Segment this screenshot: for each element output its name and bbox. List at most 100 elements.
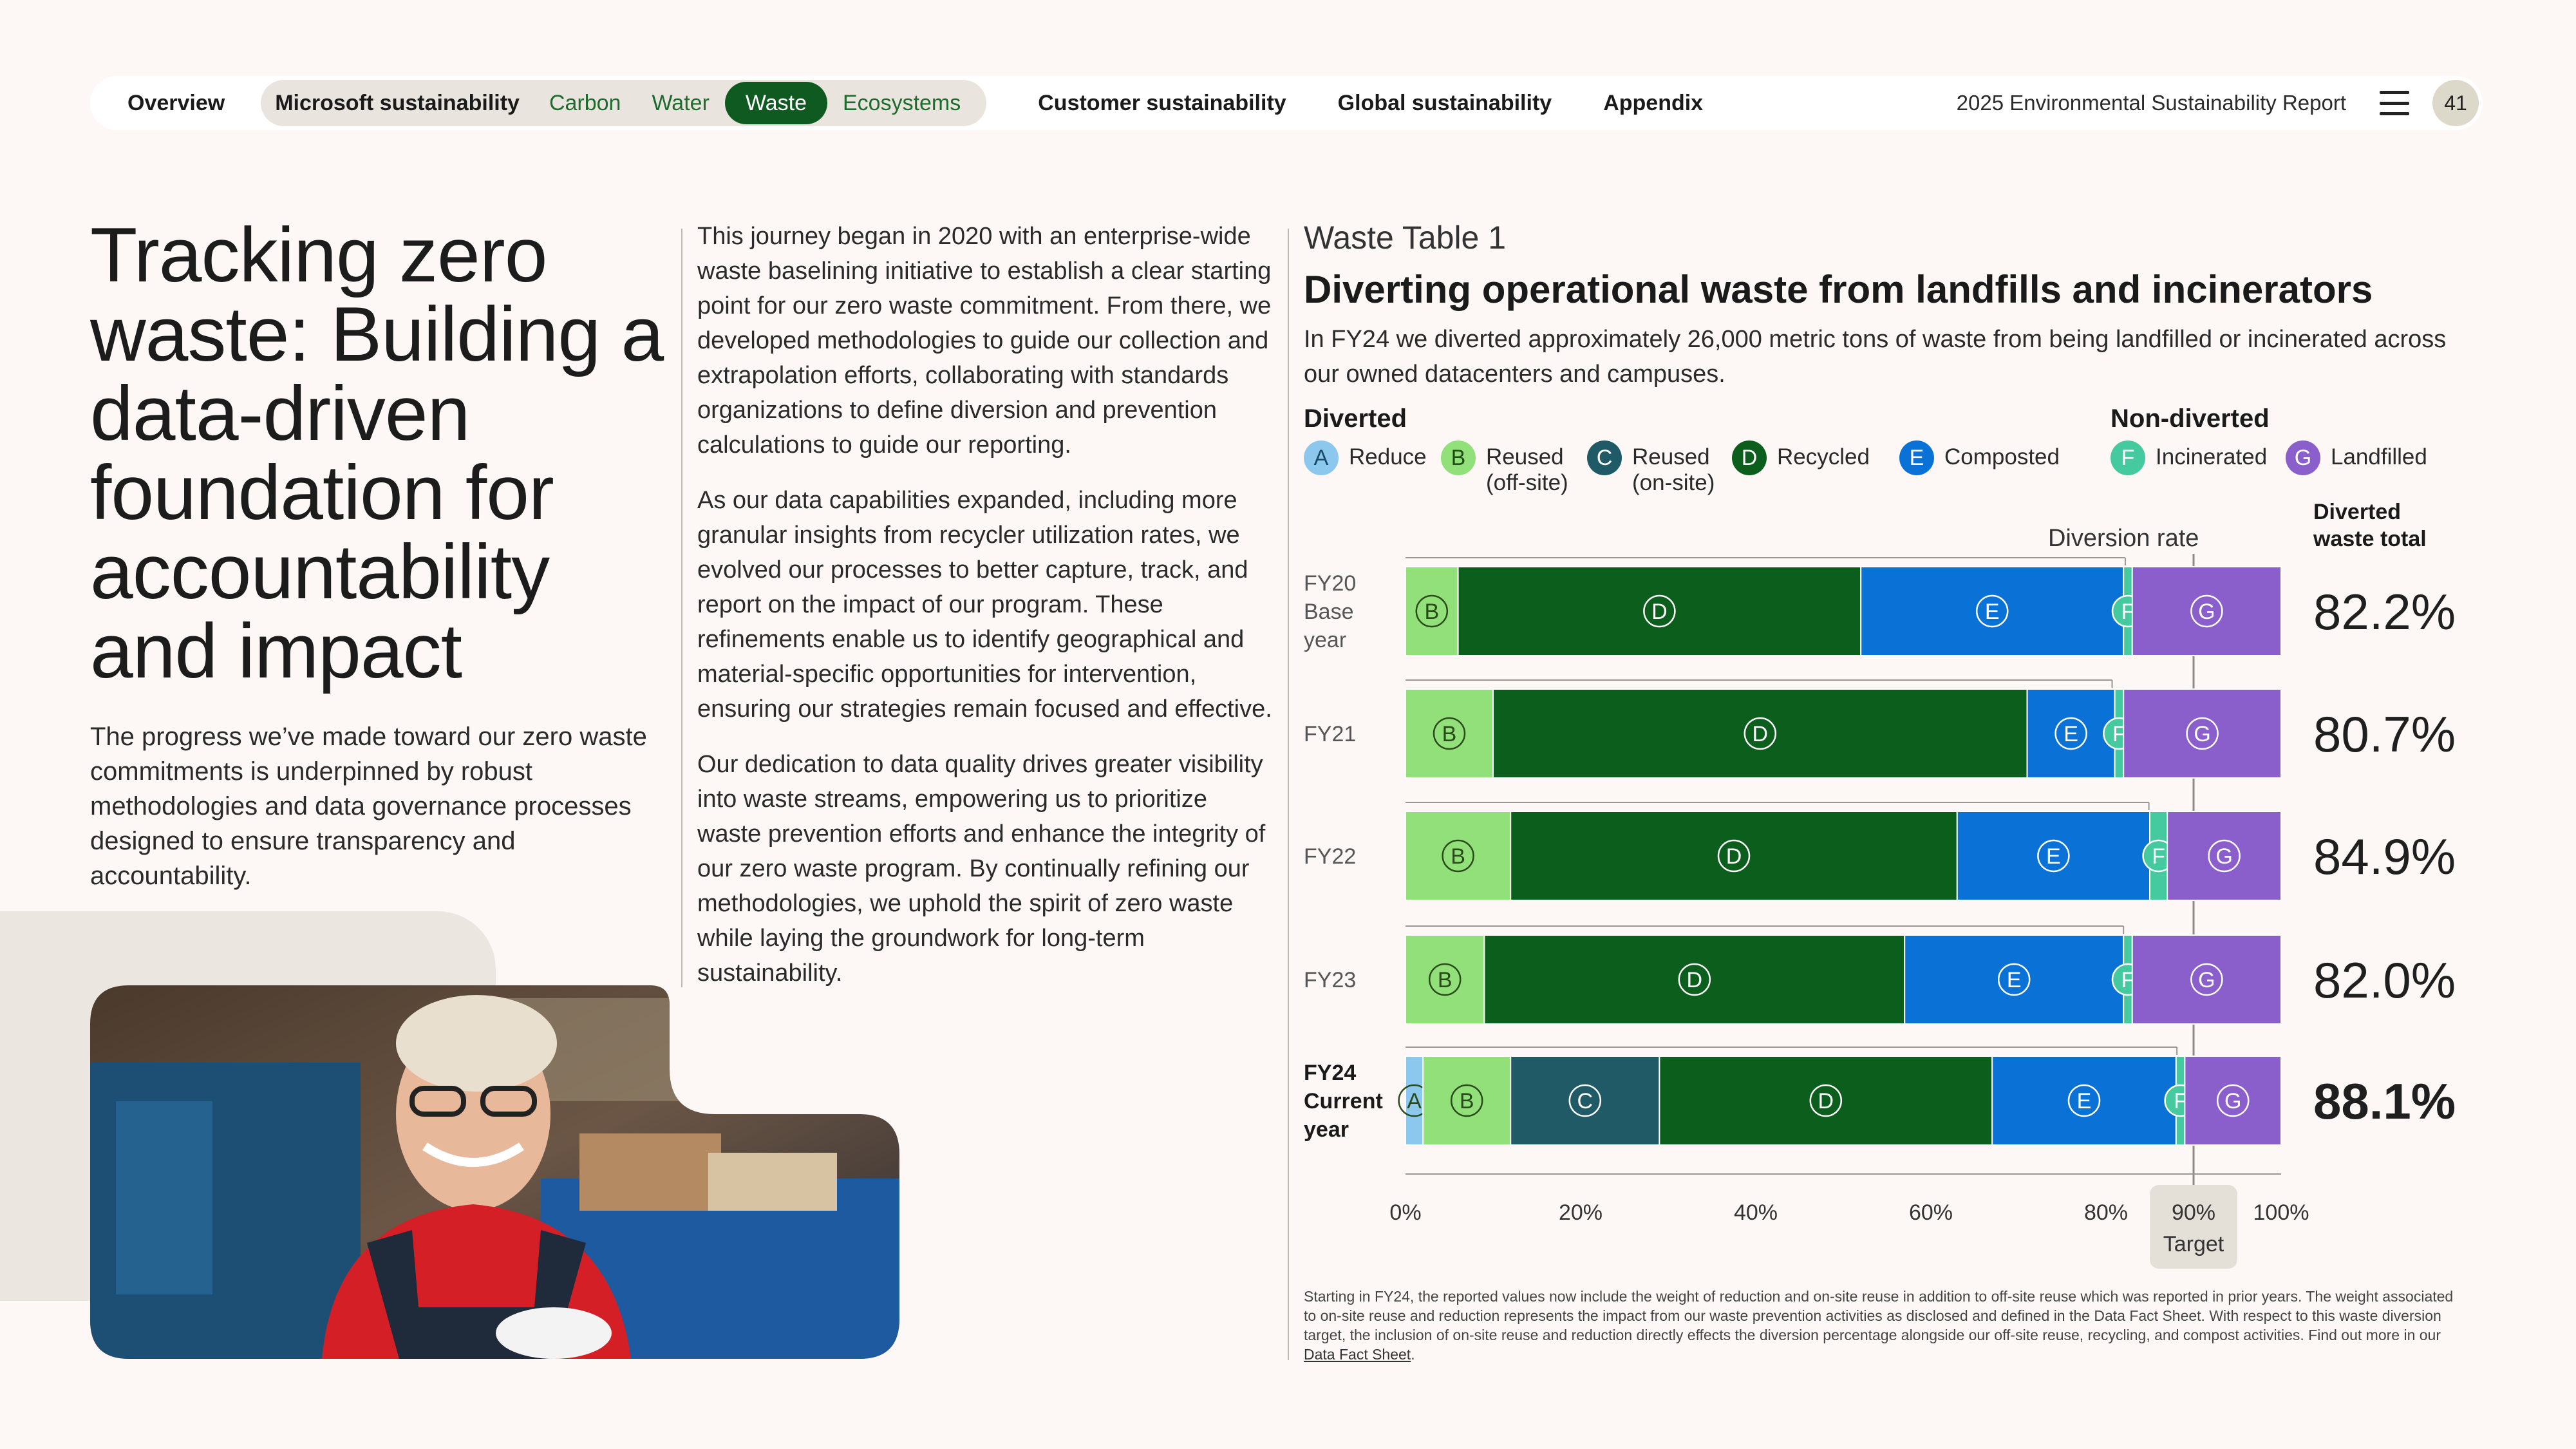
diverted-total-value: 84.9% [2313, 828, 2456, 885]
legend-label: Incinerated [2156, 444, 2268, 469]
segment-key-label: F [2121, 968, 2135, 992]
segment-key-circle [1744, 717, 1777, 750]
row-label: Current [1304, 1089, 1383, 1113]
row-label: Base [1304, 600, 1354, 624]
segment-key-circle [1428, 963, 1462, 996]
data-fact-sheet-link[interactable]: Data Fact Sheet [1304, 1346, 1411, 1363]
segment-key-circle [1442, 839, 1474, 873]
page-number-badge: 41 [2432, 80, 2479, 126]
nav-group-microsoft-sustainability: Microsoft sustainability Carbon Water Wa… [261, 80, 987, 126]
intro-paragraph: The progress we’ve made toward our zero … [90, 723, 647, 890]
legend-heading-non-diverted: Non-diverted [2111, 404, 2270, 433]
bar-segment-d [1659, 1056, 1993, 1146]
segment-key-label: B [1442, 722, 1457, 746]
segment-key-label: G [2194, 722, 2210, 746]
segment-key-label: G [2198, 968, 2215, 992]
segment-key-circle [2037, 839, 2070, 873]
segment-key-circle [1643, 594, 1676, 628]
nav-tab-waste[interactable]: Waste [724, 82, 827, 124]
legend-item-reduce: A Reduce [1304, 440, 1427, 475]
worker-photo [90, 985, 899, 1359]
column-divider-right [1288, 229, 1289, 1360]
segment-key-label: E [1985, 600, 2000, 624]
legend-item-reused: B Reused (off-site) [1441, 440, 1568, 496]
segment-key-label: D [1818, 1089, 1834, 1113]
segment-key-label: D [1651, 600, 1668, 624]
page-title: Tracking zero waste: Building a data-dri… [90, 212, 664, 694]
segment-key-circle [1678, 963, 1711, 996]
nav-tab-carbon[interactable]: Carbon [549, 90, 621, 115]
bar-segment-e [1904, 934, 2125, 1025]
diverted-total-value: 80.7% [2313, 706, 2456, 762]
legend-key-e: E [1899, 440, 1934, 475]
diverted-total-value: 82.2% [2313, 583, 2456, 640]
nav-tab-ecosystems[interactable]: Ecosystems [842, 90, 961, 115]
segment-key-circle [2190, 594, 2223, 628]
segment-key-label: E [2007, 968, 2022, 992]
segment-key-label: E [2046, 844, 2061, 869]
nav-appendix[interactable]: Appendix [1603, 90, 1704, 115]
nav-tab-water[interactable]: Water [652, 90, 710, 115]
legend-key-d: D [1732, 440, 1767, 475]
footnote-text: Starting in FY24, the reported values no… [1304, 1288, 2454, 1343]
segment-key-label: F [2112, 722, 2126, 746]
legend-key-c: C [1587, 440, 1622, 475]
bar-segment-e [2026, 688, 2116, 779]
hamburger-menu-icon[interactable] [2380, 91, 2409, 115]
bar-segment-d [1483, 934, 1906, 1025]
segment-key-label: A [1407, 1089, 1422, 1113]
body-paragraph: Our dedication to data quality drives gr… [697, 751, 1266, 987]
top-nav: Overview Microsoft sustainability Carbon… [90, 76, 2483, 130]
nav-global-sustainability[interactable]: Global sustainability [1337, 90, 1552, 115]
legend-label: Composted [1944, 444, 2060, 469]
nav-microsoft-sustainability[interactable]: Microsoft sustainability [275, 90, 520, 115]
bar-segment-g [2123, 688, 2282, 779]
segment-key-label: B [1451, 844, 1465, 869]
bar-segment-e [1991, 1056, 2177, 1146]
bar-segment-g [2184, 1056, 2282, 1146]
legend-label: Recycled [1777, 444, 1870, 469]
segment-key-label: D [1687, 968, 1703, 992]
segment-key-label: G [2198, 600, 2215, 624]
chart-title: Diverting operational waste from landfil… [1304, 268, 2373, 311]
column-divider-left [681, 229, 682, 987]
legend-key-f: F [2111, 440, 2145, 475]
segment-key-label: D [1753, 722, 1769, 746]
bar-segment-e [1860, 566, 2125, 656]
footnote-end: . [1411, 1346, 1415, 1363]
segment-key-label: D [1726, 844, 1742, 869]
total-column-header: waste total [2313, 527, 2427, 551]
row-label: year [1304, 1117, 1349, 1142]
x-tick-label: 0% [1389, 1200, 1421, 1225]
nav-customer-sustainability[interactable]: Customer sustainability [1038, 90, 1286, 115]
segment-key-circle [2216, 1084, 2250, 1117]
bar-segment-b [1405, 811, 1512, 901]
row-label: FY20 [1304, 571, 1356, 596]
segment-key-label: B [1460, 1089, 1474, 1113]
target-label-background [2150, 1185, 2237, 1269]
segment-key-label: E [2064, 722, 2078, 746]
x-tick-label: 20% [1559, 1200, 1603, 1225]
x-tick-label: 90% [2172, 1200, 2215, 1225]
segment-key-label: E [2077, 1089, 2092, 1113]
bar-segment-d [1510, 811, 1958, 901]
bar-segment-b [1405, 688, 1494, 779]
segment-key-label: G [2224, 1089, 2241, 1113]
bar-segment-b [1405, 934, 1485, 1025]
legend-heading-diverted: Diverted [1304, 404, 1407, 433]
nav-overview[interactable]: Overview [127, 90, 225, 115]
segment-key-circle [1717, 839, 1751, 873]
legend-item-incinerated: F Incinerated [2111, 440, 2268, 475]
report-title: 2025 Environmental Sustainability Report [1956, 91, 2346, 115]
legend-item-landfilled: G Landfilled [2286, 440, 2427, 475]
segment-key-circle [2208, 839, 2241, 873]
body-paragraph: This journey began in 2020 with an enter… [697, 223, 1272, 459]
legend-label: Reduce [1349, 444, 1427, 469]
target-label: Target [2163, 1232, 2224, 1256]
diverted-total-value: 88.1% [2313, 1073, 2456, 1130]
segment-key-circle [2186, 717, 2219, 750]
legend-item-composted: E Composted [1899, 440, 2060, 475]
legend-key-b: B [1441, 440, 1476, 475]
segment-key-label: G [2215, 844, 2232, 869]
legend-label: Reused (off-site) [1486, 444, 1568, 495]
